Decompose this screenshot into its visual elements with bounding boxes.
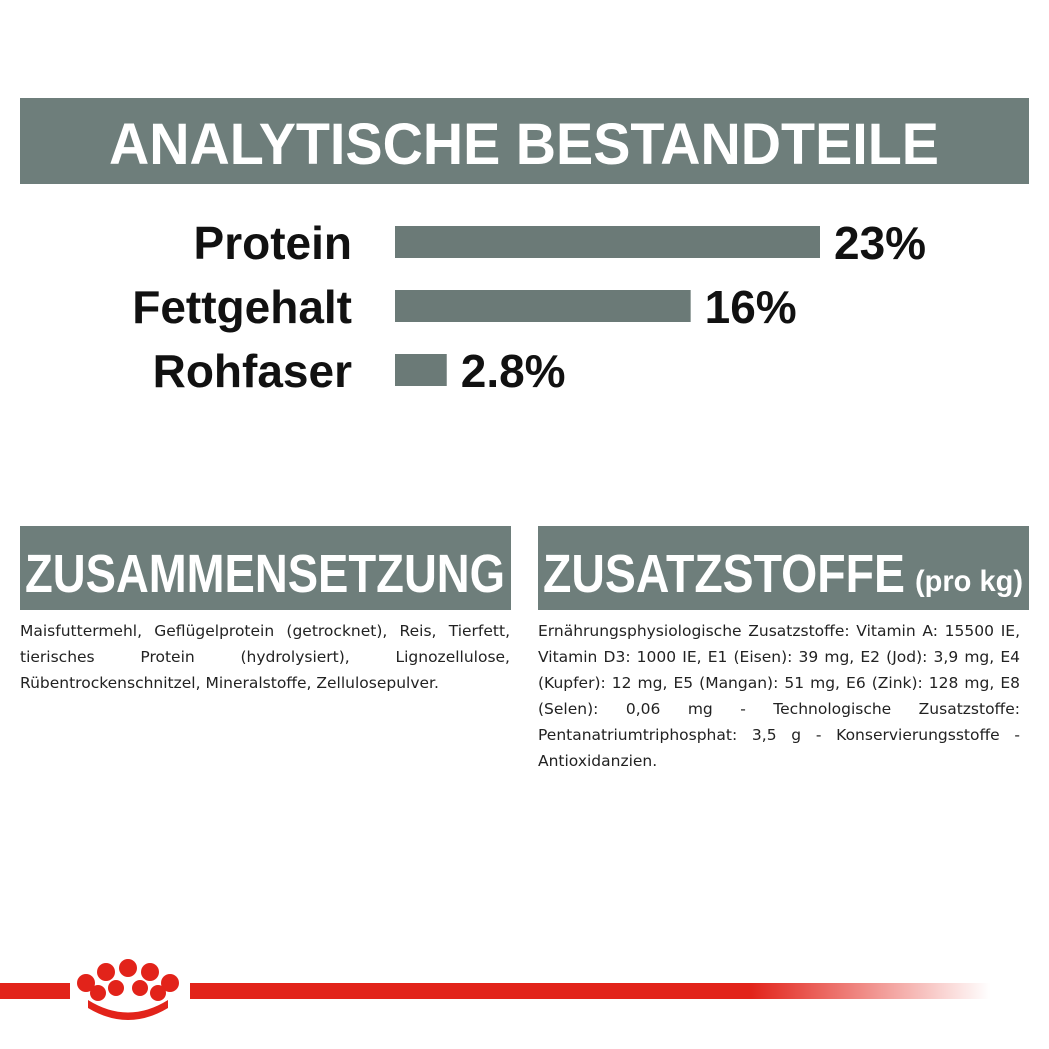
value-label: 23%	[834, 217, 926, 269]
logo	[0, 959, 990, 1020]
brand-line	[0, 983, 70, 999]
value-label: 2.8%	[461, 345, 566, 397]
section-title: ZUSAMMENSETZUNG	[25, 544, 505, 604]
bar	[395, 290, 691, 322]
header-band	[20, 98, 1029, 184]
bar	[395, 226, 820, 258]
section-band	[538, 526, 1029, 610]
section-title: ZUSATZSTOFFE	[543, 544, 905, 604]
section-band	[20, 526, 511, 610]
section-text: Maisfuttermehl, Geflügelprotein (getrock…	[20, 622, 510, 692]
section-subtitle: (pro kg)	[915, 565, 1023, 598]
category-label: Rohfaser	[153, 345, 352, 397]
section-text: Ernährungsphysiologische Zusatzstoffe: V…	[538, 622, 1020, 770]
header-title: ANALYTISCHE BESTANDTEILE	[109, 112, 939, 177]
value-label: 16%	[705, 281, 797, 333]
bar	[395, 354, 447, 386]
category-label: Protein	[194, 217, 352, 269]
category-label: Fettgehalt	[132, 281, 352, 333]
brand-line	[190, 983, 990, 999]
